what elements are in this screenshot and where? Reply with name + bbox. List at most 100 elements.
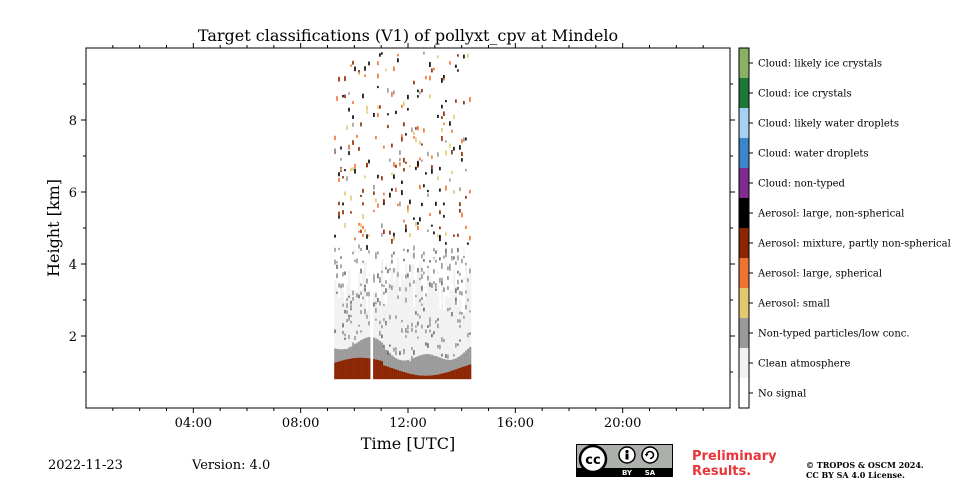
heat-cell: [373, 191, 375, 195]
measurement-date: 2022-11-23: [48, 458, 123, 473]
heat-cell: [399, 294, 402, 360]
heat-cell: [379, 277, 381, 280]
heat-cell: [344, 191, 346, 196]
heat-cell: [429, 260, 431, 263]
heat-cell: [383, 192, 385, 196]
heat-cell: [425, 354, 428, 376]
heat-cell: [358, 324, 360, 327]
heat-cell: [403, 168, 405, 172]
heat-cell: [425, 302, 427, 307]
heat-cell: [346, 125, 348, 130]
heat-cell: [453, 317, 455, 323]
heat-cell: [419, 261, 422, 356]
heat-cell: [467, 333, 469, 338]
heat-cell: [457, 357, 460, 369]
heat-cell: [393, 251, 395, 255]
heat-cell: [411, 264, 414, 359]
heat-cell: [469, 346, 472, 365]
heat-cell: [381, 273, 383, 277]
heat-cell: [336, 361, 339, 380]
heat-cell: [437, 318, 439, 321]
heat-cell: [350, 289, 352, 292]
heat-cell: [352, 358, 355, 380]
x-tick-label: 04:00: [175, 416, 212, 431]
heat-cell: [449, 178, 451, 182]
heat-cell: [340, 264, 342, 269]
heat-cell: [463, 54, 465, 59]
heat-cell: [429, 75, 431, 81]
heat-cell: [401, 104, 403, 108]
heat-cell: [362, 270, 365, 339]
heat-cell: [405, 328, 407, 333]
heat-cell: [395, 358, 398, 370]
heat-cell: [364, 284, 366, 288]
heat-cell: [433, 248, 435, 252]
colorbar-label: Aerosol: small: [757, 299, 830, 310]
heat-cell: [455, 369, 458, 380]
heat-cell: [431, 283, 433, 288]
heat-cell: [459, 272, 461, 276]
heat-cell: [364, 229, 366, 233]
heat-cell: [368, 321, 370, 326]
heat-cell: [451, 290, 454, 360]
heat-cell: [342, 331, 344, 335]
heat-cell: [409, 282, 411, 287]
heat-cell: [459, 208, 461, 213]
heat-cell: [385, 68, 387, 72]
heat-cell: [377, 339, 380, 360]
heat-cell: [459, 290, 461, 295]
heat-cell: [354, 259, 356, 263]
heat-cell: [352, 140, 354, 145]
heat-cell: [344, 169, 346, 172]
heat-cell: [455, 300, 457, 305]
heat-cell: [445, 248, 447, 254]
heat-cell: [461, 279, 463, 283]
heat-cell: [336, 348, 339, 362]
heat-cell: [348, 107, 350, 112]
chart-title: Target classifications (V1) of pollyxt_c…: [198, 26, 618, 45]
colorbar-label: Aerosol: large, non-spherical: [757, 209, 904, 220]
heat-cell: [379, 340, 382, 361]
heat-cell: [366, 105, 368, 111]
heat-cell: [358, 230, 360, 233]
heat-cell: [443, 255, 445, 259]
heat-cell: [457, 319, 459, 323]
heat-cell: [352, 342, 354, 347]
heat-cell: [348, 270, 351, 348]
heat-cell: [413, 136, 415, 139]
heat-cell: [393, 282, 396, 357]
heat-cell: [375, 290, 378, 339]
heat-cell: [405, 287, 407, 292]
heat-cell: [368, 250, 370, 254]
heat-cell: [439, 166, 441, 171]
heat-cell: [334, 287, 336, 291]
heat-cell: [391, 188, 393, 192]
heat-cell: [348, 295, 350, 298]
heat-cell: [373, 277, 375, 283]
heat-cell: [340, 360, 343, 380]
heat-cell: [350, 211, 352, 214]
heat-cell: [431, 165, 433, 171]
heat-cell: [379, 330, 381, 336]
heat-cell: [362, 214, 364, 220]
heat-cell: [389, 367, 392, 380]
heat-cell: [342, 176, 344, 179]
colorbar-label: Cloud: ice crystals: [758, 89, 852, 100]
heat-cell: [431, 155, 433, 159]
heat-cell: [419, 355, 422, 376]
heat-cell: [433, 269, 435, 273]
heat-cell: [451, 290, 453, 296]
heat-cell: [413, 217, 415, 220]
heat-cell: [469, 310, 471, 313]
heat-cell: [433, 67, 435, 71]
heat-cell: [389, 344, 391, 347]
heat-cell: [457, 69, 459, 72]
heat-cell: [411, 374, 414, 380]
heat-cell: [409, 267, 411, 272]
heat-cell: [403, 157, 405, 163]
heat-cell: [451, 149, 453, 155]
heat-cell: [358, 147, 360, 151]
heat-cell: [346, 348, 349, 360]
heat-cell: [437, 374, 440, 380]
heat-cell: [469, 332, 471, 335]
